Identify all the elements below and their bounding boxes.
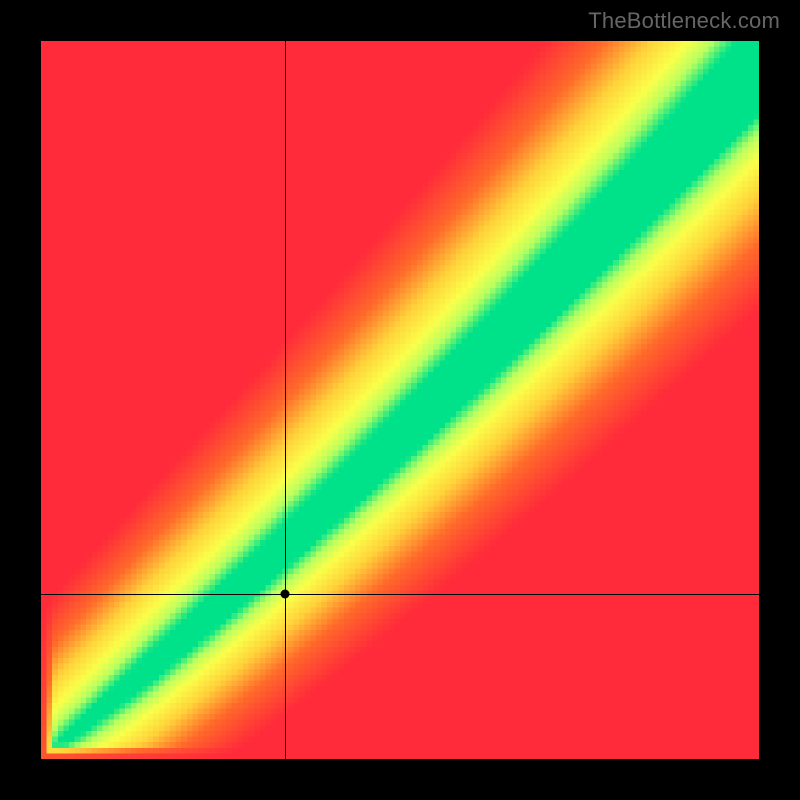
bottleneck-heatmap [41,41,759,759]
marker-dot [281,589,290,598]
heatmap-canvas [41,41,759,759]
watermark-text: TheBottleneck.com [588,8,780,34]
crosshair-vertical [285,41,286,759]
crosshair-horizontal [41,594,759,595]
